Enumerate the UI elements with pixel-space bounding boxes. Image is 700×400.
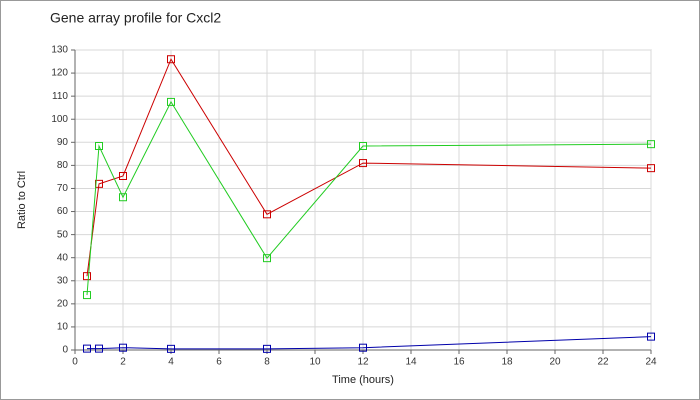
point-marker xyxy=(359,142,367,150)
point-marker xyxy=(263,344,271,353)
y-axis-label: Ratio to Ctrl xyxy=(16,171,28,229)
series-line xyxy=(86,100,652,296)
point-marker xyxy=(167,344,175,353)
x-tick-label: 10 xyxy=(309,357,321,368)
x-tick-label: 24 xyxy=(645,357,657,368)
y-tick-label: 20 xyxy=(57,298,69,309)
x-tick-label: 4 xyxy=(168,357,174,368)
y-tick-label: 40 xyxy=(57,252,69,263)
y-tick-label: 80 xyxy=(57,160,69,171)
point-marker xyxy=(263,254,271,263)
x-tick-label: 2 xyxy=(120,357,126,368)
x-tick-label: 22 xyxy=(597,357,609,368)
series-line xyxy=(87,336,652,350)
point-marker xyxy=(83,291,91,300)
y-tick-label: 130 xyxy=(51,45,68,56)
x-tick-label: 8 xyxy=(264,357,270,368)
y-tick-label: 50 xyxy=(57,229,69,240)
y-tick-label: 30 xyxy=(57,275,69,286)
x-tick-label: 6 xyxy=(216,357,222,368)
y-tick-label: 70 xyxy=(57,183,69,194)
point-marker xyxy=(119,172,127,180)
chart-title: Gene array profile for Cxcl2 xyxy=(50,10,221,26)
x-tick-label: 20 xyxy=(549,357,561,368)
y-tick-label: 10 xyxy=(57,322,69,333)
point-marker xyxy=(263,210,271,219)
y-tick-label: 120 xyxy=(51,68,68,79)
y-tick-label: 90 xyxy=(57,137,69,148)
x-tick-label: 16 xyxy=(453,357,465,368)
point-marker xyxy=(119,343,127,352)
point-marker xyxy=(83,272,91,281)
point-marker xyxy=(647,332,655,341)
point-marker xyxy=(359,343,367,352)
point-marker xyxy=(167,55,175,64)
point-marker xyxy=(167,97,175,106)
point-marker xyxy=(119,193,127,202)
point-marker xyxy=(83,344,91,353)
y-tick-label: 110 xyxy=(52,91,68,102)
y-tick-label: 60 xyxy=(57,206,69,217)
point-marker xyxy=(95,142,103,150)
point-marker xyxy=(647,164,655,173)
y-tick-label: 100 xyxy=(51,114,68,125)
x-tick-label: 0 xyxy=(72,357,78,368)
point-marker xyxy=(95,344,103,353)
x-tick-label: 14 xyxy=(405,357,417,368)
x-axis-label: Time (hours) xyxy=(332,374,394,386)
point-marker xyxy=(359,159,367,168)
series-line xyxy=(86,58,652,277)
y-tick-label: 0 xyxy=(62,345,68,356)
point-marker xyxy=(647,140,655,149)
x-tick-label: 12 xyxy=(357,357,369,368)
x-tick-label: 18 xyxy=(501,357,513,368)
